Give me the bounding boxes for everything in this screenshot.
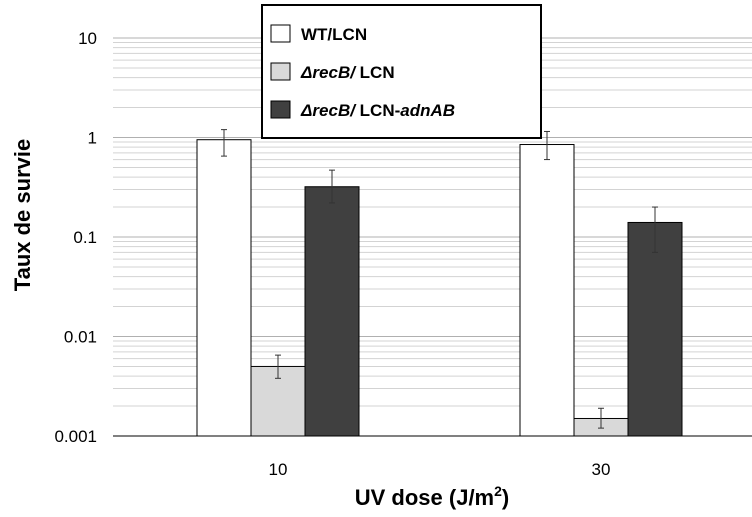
x-tick-label: 30 (592, 460, 611, 479)
legend-box (261, 4, 542, 139)
legend-label: ΔrecB/ LCN-adnAB (300, 101, 455, 120)
bar (304, 186, 360, 437)
error-bar (221, 129, 227, 157)
error-bars (221, 129, 658, 429)
x-axis-title: UV dose (J/m2) (355, 483, 510, 510)
x-tick-label: 10 (269, 460, 288, 479)
x-axis-title-main: UV dose (J/m (355, 485, 494, 510)
error-bar (329, 169, 335, 204)
bar (196, 139, 252, 437)
bar (519, 144, 575, 437)
x-axis-title-superscript: 2 (494, 483, 502, 499)
bar (627, 221, 683, 437)
y-tick-labels: 10 1 0.1 0.01 0.001 (54, 29, 97, 446)
legend-label: ΔrecB/ LCN (300, 63, 395, 82)
legend-swatch (270, 62, 291, 81)
x-axis-title-suffix: ) (502, 485, 509, 510)
bars (196, 139, 683, 437)
y-axis-title: Taux de survie (10, 139, 35, 291)
x-tick-labels: 10 30 (269, 460, 611, 479)
y-tick-label: 0.1 (73, 228, 97, 247)
error-bar (275, 354, 281, 379)
y-tick-label: 0.01 (64, 328, 97, 347)
error-bar (652, 206, 658, 253)
y-tick-label: 10 (78, 29, 97, 48)
legend-label: WT/LCN (301, 25, 367, 44)
y-tick-label: 0.001 (54, 427, 97, 446)
legend-swatch (270, 24, 291, 43)
y-tick-label: 1 (88, 129, 97, 148)
error-bar (544, 130, 550, 161)
legend-swatch (270, 100, 291, 119)
error-bar (598, 407, 604, 429)
legend: WT/LCN ΔrecB/ LCN ΔrecB/ LCN-adnAB (261, 4, 542, 139)
